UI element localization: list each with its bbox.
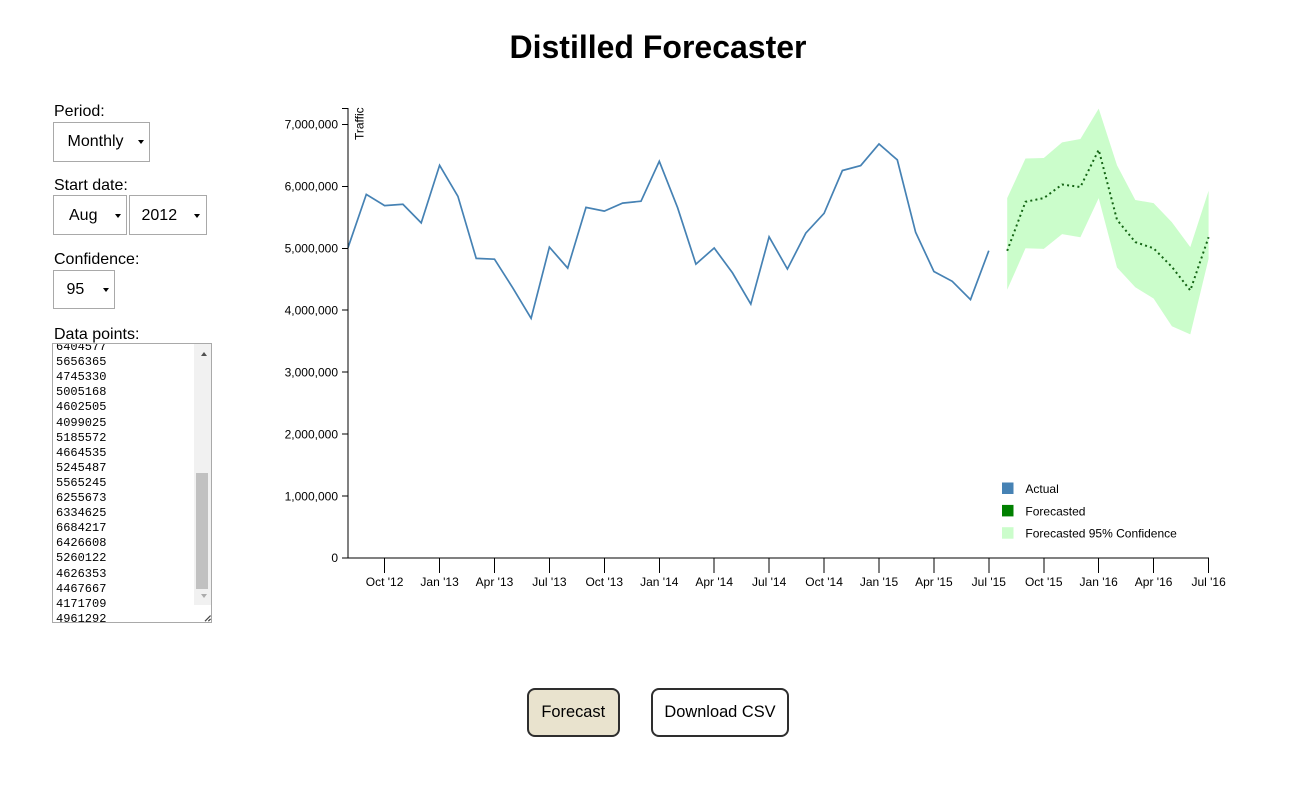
- svg-text:Jan '15: Jan '15: [860, 575, 899, 589]
- svg-text:Oct '13: Oct '13: [585, 575, 623, 589]
- svg-text:2,000,000: 2,000,000: [285, 427, 339, 441]
- svg-text:3,000,000: 3,000,000: [285, 365, 339, 379]
- svg-text:Jul '15: Jul '15: [972, 575, 1007, 589]
- svg-text:Traffic: Traffic: [353, 107, 367, 140]
- svg-text:Oct '14: Oct '14: [805, 575, 843, 589]
- svg-text:Oct '12: Oct '12: [366, 575, 404, 589]
- svg-text:Forecasted: Forecasted: [1025, 504, 1085, 518]
- svg-text:Jan '14: Jan '14: [640, 575, 679, 589]
- svg-text:6,000,000: 6,000,000: [285, 180, 339, 194]
- svg-text:Forecasted 95% Confidence: Forecasted 95% Confidence: [1025, 527, 1177, 541]
- svg-text:Jul '13: Jul '13: [532, 575, 567, 589]
- svg-text:Apr '14: Apr '14: [695, 575, 733, 589]
- svg-text:Actual: Actual: [1025, 482, 1058, 496]
- svg-text:Jul '16: Jul '16: [1191, 575, 1226, 589]
- svg-text:1,000,000: 1,000,000: [285, 489, 339, 503]
- svg-text:4,000,000: 4,000,000: [285, 303, 339, 317]
- svg-text:Jul '14: Jul '14: [752, 575, 787, 589]
- svg-text:Apr '16: Apr '16: [1135, 575, 1173, 589]
- svg-text:Jan '13: Jan '13: [420, 575, 459, 589]
- svg-text:7,000,000: 7,000,000: [285, 118, 339, 132]
- svg-text:Apr '13: Apr '13: [476, 575, 514, 589]
- svg-text:Apr '15: Apr '15: [915, 575, 953, 589]
- svg-text:5,000,000: 5,000,000: [285, 242, 339, 256]
- svg-text:Oct '15: Oct '15: [1025, 575, 1063, 589]
- svg-text:Jan '16: Jan '16: [1080, 575, 1119, 589]
- svg-text:0: 0: [331, 551, 338, 565]
